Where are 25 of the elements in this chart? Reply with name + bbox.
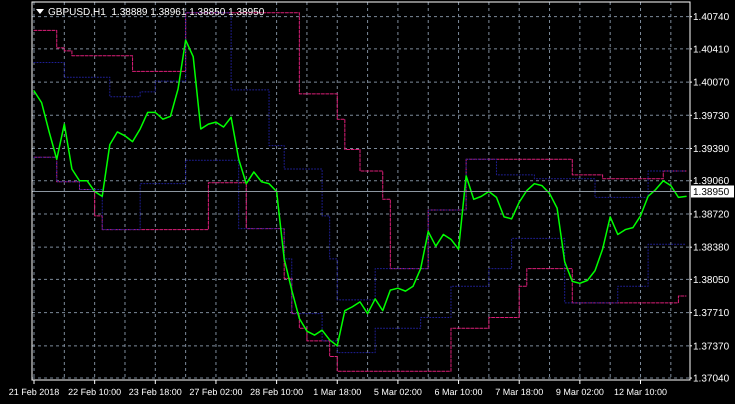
x-tick-label: 22 Feb 10:00 — [68, 387, 122, 397]
x-tick-label: 28 Feb 10:00 — [250, 387, 304, 397]
line-series — [33, 39, 687, 347]
x-tick-label: 5 Mar 02:00 — [374, 387, 422, 397]
y-tick-label: 1.40070 — [693, 78, 730, 89]
y-tick-label: 1.38050 — [693, 274, 730, 286]
x-tick-label: 7 Mar 18:00 — [495, 387, 544, 397]
x-tick-label: 23 Feb 18:00 — [128, 387, 182, 397]
x-tick-label: 12 Mar 10:00 — [614, 387, 668, 397]
ref-line-label: 1.38950 — [693, 186, 730, 198]
x-tick-label: 1 Mar 18:00 — [313, 387, 362, 397]
x-tick-label: 27 Feb 02:00 — [189, 387, 242, 397]
x-tick-label: 9 Mar 02:00 — [556, 387, 604, 397]
y-tick-label: 1.37710 — [693, 308, 730, 320]
y-tick-label: 1.38720 — [693, 209, 730, 220]
y-tick-label: 1.39390 — [693, 144, 730, 156]
y-tick-label: 1.37370 — [693, 341, 730, 352]
y-tick-label: 1.38380 — [693, 242, 730, 254]
y-tick-label: 1.37040 — [693, 374, 730, 385]
x-tick-label: 6 Mar 10:00 — [434, 387, 483, 397]
x-tick-label: 21 Feb 2018 — [8, 387, 60, 397]
y-tick-label: 1.40740 — [693, 12, 730, 24]
y-tick-label: 1.39730 — [693, 110, 730, 122]
y-tick-label: 1.39060 — [693, 176, 730, 188]
y-tick-label: 1.40410 — [693, 44, 730, 56]
